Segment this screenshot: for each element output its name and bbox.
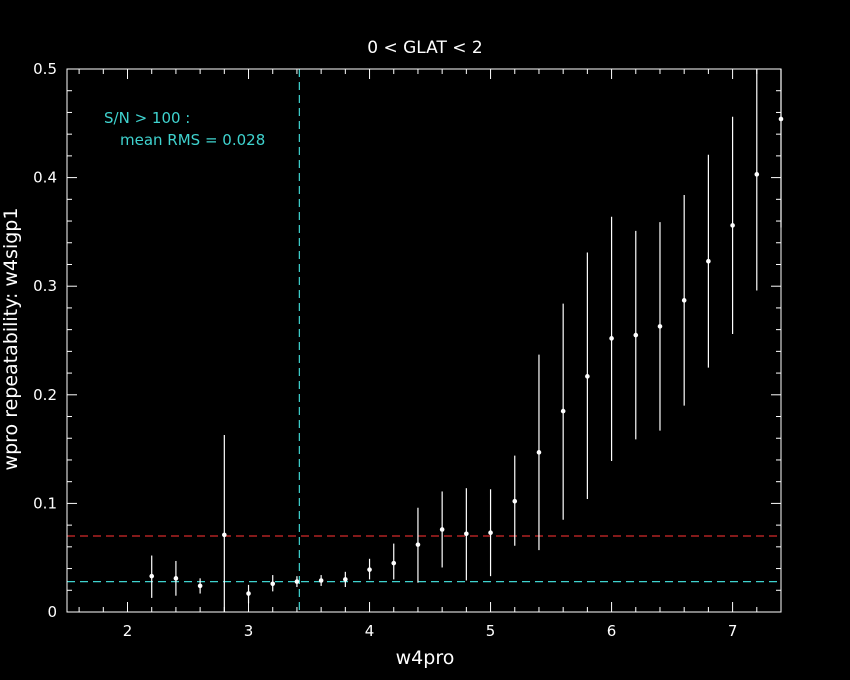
- data-point: [391, 560, 397, 566]
- data-point: [415, 542, 421, 547]
- y-tick-label: 0.2: [33, 386, 57, 404]
- data-point: [270, 581, 276, 587]
- x-tick-label: 6: [607, 622, 617, 640]
- annotation-sn-threshold: S/N > 100 :: [104, 109, 190, 127]
- y-tick-label: 0.3: [33, 277, 57, 295]
- data-point: [439, 527, 445, 532]
- x-tick-label: 7: [728, 622, 738, 640]
- data-point: [706, 258, 711, 264]
- data-point: [294, 579, 300, 584]
- data-point: [343, 577, 348, 582]
- x-tick-label: 3: [244, 622, 254, 640]
- tick-labels: 2 3 4 5 6 7 0 0.1 0.2 0.3 0.4 0.5: [33, 60, 737, 640]
- data-point: [222, 532, 227, 538]
- data-point: [367, 567, 372, 572]
- chart-title: 0 < GLAT < 2: [367, 38, 482, 58]
- data-point: [246, 591, 251, 596]
- data-point: [512, 498, 518, 504]
- data-points: [149, 116, 784, 596]
- data-point: [464, 531, 469, 537]
- data-point: [488, 530, 493, 536]
- y-tick-label: 0.5: [33, 60, 57, 78]
- x-tick-label: 5: [486, 622, 496, 640]
- x-tick-label: 4: [365, 622, 375, 640]
- error-bars: [151, 69, 782, 612]
- data-point: [560, 408, 566, 414]
- data-point: [657, 324, 663, 329]
- y-tick-label: 0.4: [33, 169, 57, 187]
- data-point: [609, 336, 614, 341]
- data-point: [681, 298, 687, 303]
- plot-frame: [66, 68, 782, 613]
- reference-lines: [67, 69, 781, 612]
- x-tick-label: 2: [123, 622, 133, 640]
- data-point: [754, 172, 760, 177]
- data-point: [633, 332, 639, 338]
- data-point: [536, 450, 542, 455]
- axis-ticks: [67, 68, 782, 613]
- data-point: [173, 576, 179, 581]
- annotation-mean-rms: mean RMS = 0.028: [120, 131, 265, 149]
- data-point: [730, 223, 735, 228]
- y-tick-label: 0: [47, 603, 57, 621]
- x-axis-label: w4pro: [396, 647, 455, 669]
- data-point: [149, 573, 155, 579]
- data-point: [197, 583, 203, 589]
- y-axis-label: wpro repeatability: w4sigp1: [0, 208, 22, 471]
- data-point: [318, 578, 324, 583]
- data-point: [585, 374, 590, 379]
- y-tick-label: 0.1: [33, 494, 57, 512]
